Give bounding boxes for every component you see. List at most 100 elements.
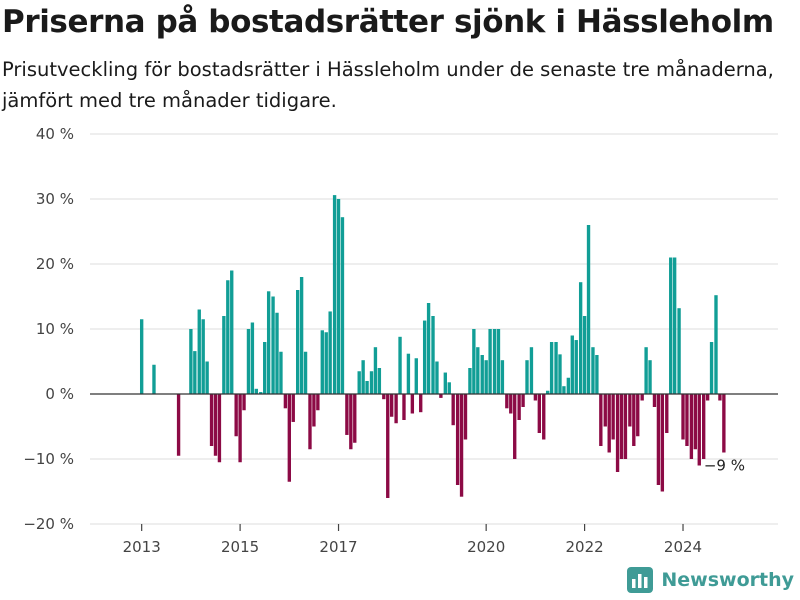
- bar: [505, 394, 509, 409]
- bar: [665, 394, 669, 433]
- x-tick-label: 2020: [467, 538, 505, 556]
- bar: [500, 360, 505, 394]
- last-value-label: −9 %: [704, 457, 745, 475]
- bar: [603, 394, 607, 427]
- bar: [209, 394, 214, 446]
- bar: [574, 340, 578, 394]
- bar: [709, 342, 714, 394]
- bar: [422, 320, 427, 394]
- bar: [377, 368, 382, 394]
- bar: [660, 394, 665, 492]
- bar: [640, 394, 644, 401]
- bar: [303, 351, 308, 394]
- y-tick-label: 30 %: [36, 190, 74, 208]
- x-tick-label: 2015: [221, 538, 259, 556]
- bar: [525, 360, 529, 394]
- bar: [340, 217, 345, 394]
- bar: [447, 382, 451, 394]
- bar: [607, 394, 611, 453]
- bar: [521, 394, 525, 407]
- bar: [217, 394, 222, 463]
- bar: [242, 394, 246, 411]
- bar: [718, 394, 722, 401]
- bar: [623, 394, 628, 459]
- bar: [496, 329, 501, 394]
- bar: [389, 394, 394, 417]
- bar: [468, 368, 472, 394]
- bar: [443, 372, 448, 394]
- bar: [431, 316, 435, 394]
- bar: [259, 392, 263, 394]
- bar: [578, 282, 583, 394]
- bar: [558, 354, 562, 394]
- bar: [656, 394, 661, 485]
- y-tick-label: 0 %: [45, 385, 74, 403]
- x-tick-label: 2017: [319, 538, 357, 556]
- y-tick-label: −10 %: [23, 450, 74, 468]
- bar: [332, 195, 337, 394]
- bar: [369, 371, 374, 394]
- bar: [677, 308, 681, 394]
- bar: [410, 394, 415, 414]
- bar: [349, 394, 353, 450]
- bar: [455, 394, 460, 485]
- bar: [554, 342, 558, 394]
- bar: [615, 394, 620, 472]
- brand-name: Newsworthy: [661, 569, 794, 591]
- bar: [254, 388, 259, 394]
- bar: [176, 394, 181, 456]
- bar: [513, 394, 517, 459]
- bar: [279, 351, 283, 394]
- bar: [246, 329, 251, 394]
- bar: [546, 390, 550, 394]
- bar: [283, 394, 288, 409]
- y-axis-ticks: 40 % 30 % 20 % 10 % 0 % −10 % −20 %: [23, 125, 74, 533]
- bar: [484, 360, 488, 394]
- bar: [509, 394, 513, 414]
- bar: [537, 394, 541, 433]
- bar: [291, 394, 295, 422]
- bar: [336, 199, 341, 394]
- bar: [451, 394, 455, 426]
- bar: [566, 377, 571, 394]
- bar: [705, 394, 710, 401]
- bar: [152, 364, 156, 394]
- x-axis-ticks: 2013 2015 2017 2020 2022 2024: [123, 524, 702, 556]
- bar: [702, 394, 706, 459]
- bar: [386, 394, 390, 498]
- bar: [689, 394, 694, 459]
- bar: [324, 332, 328, 394]
- bar: [459, 394, 464, 497]
- bar-chart-logo-icon: [627, 567, 654, 593]
- bar: [139, 319, 144, 394]
- bar: [488, 329, 492, 394]
- bar: [357, 371, 361, 394]
- bar: [693, 394, 698, 450]
- bar: [611, 394, 615, 440]
- bar: [533, 394, 538, 401]
- bar: [672, 257, 677, 394]
- bar: [312, 394, 316, 427]
- bar: [714, 295, 718, 394]
- bar: [193, 351, 197, 394]
- bar: [644, 347, 648, 394]
- bar: [394, 394, 398, 424]
- bar: [345, 394, 349, 435]
- bar: [628, 394, 632, 427]
- bar: [316, 394, 320, 411]
- bar: [472, 329, 476, 394]
- bar: [238, 394, 242, 463]
- bar: [222, 316, 226, 394]
- bar: [435, 361, 439, 394]
- bar: [353, 394, 357, 443]
- bar: [463, 394, 468, 440]
- bar: [685, 394, 689, 446]
- x-tick-label: 2022: [565, 538, 603, 556]
- bar: [361, 360, 365, 394]
- bar: [517, 394, 521, 420]
- bar: [263, 342, 267, 394]
- y-tick-label: −20 %: [23, 515, 74, 533]
- bar: [189, 329, 193, 394]
- bar: [382, 394, 386, 400]
